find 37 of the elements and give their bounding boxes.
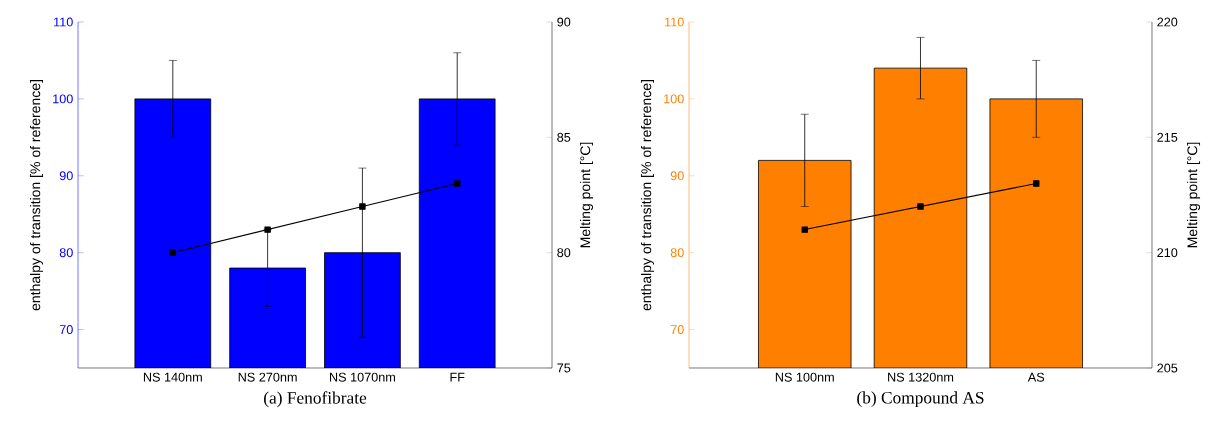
y-tick-label: 100	[664, 94, 684, 104]
y2-tick-label: 220	[1157, 17, 1178, 27]
y-tick-label: 70	[59, 325, 73, 335]
y-axis-title: enthalpy of transition [% of reference]	[29, 80, 44, 311]
point	[1033, 180, 1040, 187]
y2-tick-label: 75	[557, 363, 571, 373]
x-tick-label: FF	[450, 372, 465, 382]
y2-tick-label: 210	[1157, 248, 1178, 258]
y-tick-label: 80	[670, 248, 684, 258]
y2-tick-label: 215	[1157, 132, 1178, 142]
y-tick-label: 90	[59, 171, 73, 181]
x-tick-label: NS 140nm	[143, 372, 202, 382]
y-tick-label: 110	[54, 17, 73, 27]
text: (b) Compound AS	[857, 391, 984, 408]
y2-tick-label: 85	[557, 132, 571, 142]
x-tick-label: AS	[1027, 372, 1045, 382]
point	[454, 180, 461, 187]
y-tick-label: 110	[665, 17, 684, 27]
y2-axis-title: Melting point [°C]	[579, 142, 594, 248]
x-tick-label: NS 270nm	[238, 372, 297, 382]
x-tick-label: NS 100nm	[775, 372, 834, 382]
y-tick-label: 70	[670, 325, 684, 335]
y-tick-label: 90	[670, 171, 684, 181]
y-axis-title: enthalpy of transition [% of reference]	[640, 80, 655, 311]
point	[359, 203, 366, 210]
x-tick-label: NS 1320nm	[888, 372, 954, 382]
x-tick-label: NS 1070nm	[330, 372, 395, 382]
y2-tick-label: 90	[557, 17, 571, 27]
point	[801, 226, 808, 233]
y-tick-label: 80	[59, 248, 73, 258]
text: (a) Fenofibrate	[264, 391, 367, 408]
point	[169, 249, 177, 256]
point	[917, 203, 924, 210]
y2-tick-label: 80	[557, 248, 571, 258]
y2-tick-label: 205	[1157, 363, 1178, 373]
y2-axis-title: Melting point [°C]	[1186, 142, 1201, 248]
y-tick-label: 100	[53, 94, 73, 104]
